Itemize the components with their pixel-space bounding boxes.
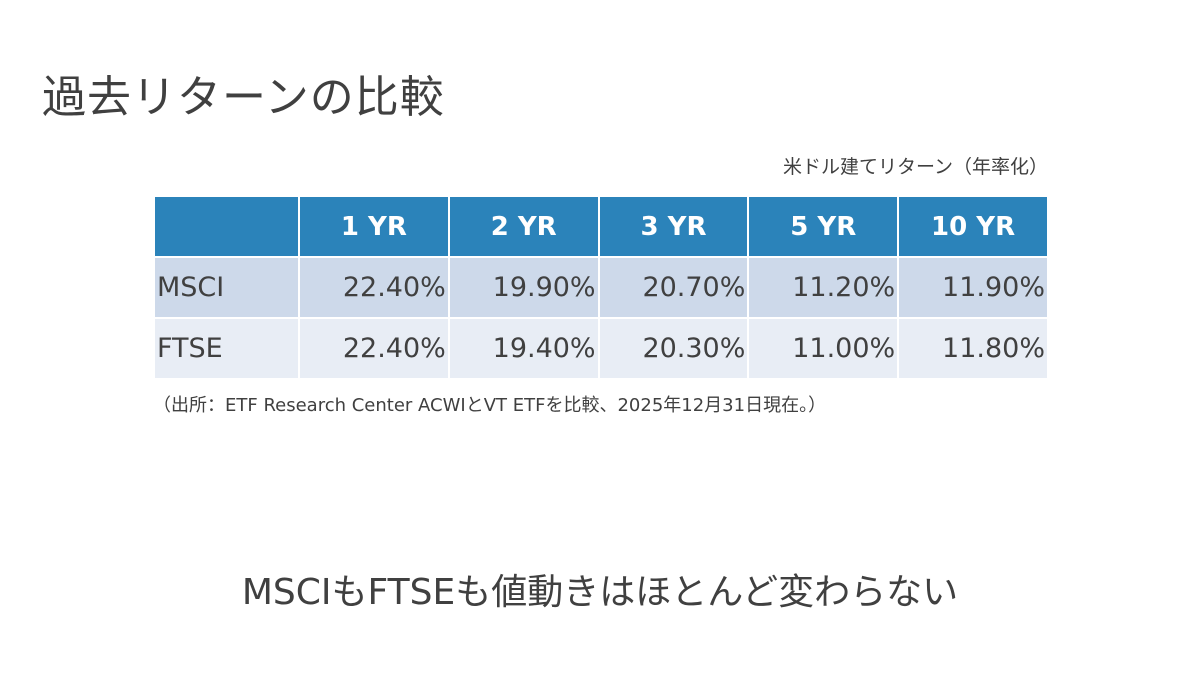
slide-title: 過去リターンの比較: [42, 72, 445, 123]
header-cell-3yr: 3 YR: [597, 195, 750, 258]
table-row-ftse: FTSE 22.40% 19.40% 20.30% 11.00% 11.80%: [153, 317, 1049, 380]
row-label: MSCI: [153, 256, 300, 319]
header-cell-1yr: 1 YR: [298, 195, 450, 258]
table-cell: 19.90%: [447, 256, 600, 319]
row-label: FTSE: [153, 317, 300, 380]
table-header-row: 1 YR 2 YR 3 YR 5 YR 10 YR: [153, 195, 1049, 258]
table-cell: 22.40%: [298, 256, 450, 319]
table-cell: 11.00%: [747, 317, 900, 380]
table-cell: 11.90%: [897, 256, 1049, 319]
conclusion-text: MSCIもFTSEも値動きはほとんど変わらない: [241, 572, 959, 613]
table-cell: 20.70%: [597, 256, 750, 319]
table-cell: 11.20%: [747, 256, 900, 319]
header-cell-corner: [153, 195, 300, 258]
table-cell: 20.30%: [597, 317, 750, 380]
unit-note: 米ドル建てリターン（年率化）: [782, 156, 1048, 178]
returns-table: 1 YR 2 YR 3 YR 5 YR 10 YR MSCI 22.40% 19…: [153, 195, 1049, 380]
source-note: （出所：ETF Research Center ACWIとVT ETFを比較、2…: [153, 395, 827, 416]
table-cell: 22.40%: [298, 317, 450, 380]
header-cell-10yr: 10 YR: [897, 195, 1049, 258]
header-cell-5yr: 5 YR: [747, 195, 900, 258]
table-cell: 11.80%: [897, 317, 1049, 380]
table-cell: 19.40%: [447, 317, 600, 380]
header-cell-2yr: 2 YR: [447, 195, 600, 258]
table-row-msci: MSCI 22.40% 19.90% 20.70% 11.20% 11.90%: [153, 256, 1049, 319]
